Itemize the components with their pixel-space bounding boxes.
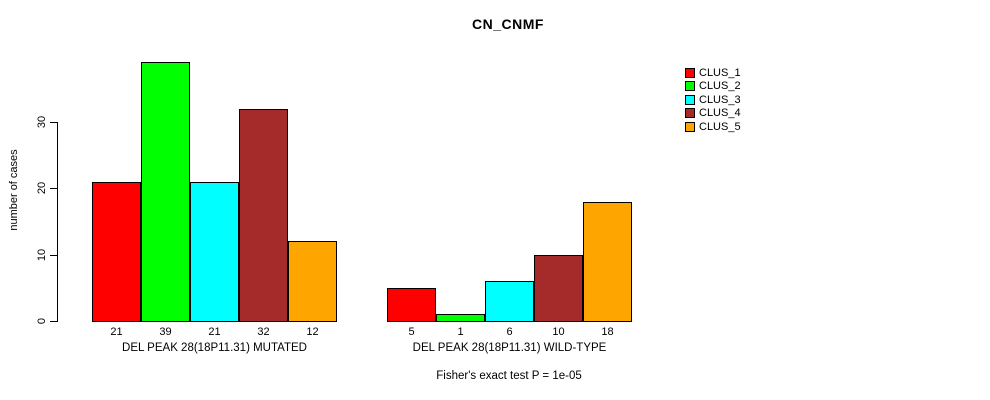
bar-clus_5-group2 — [583, 202, 632, 322]
bar-value-label: 5 — [408, 326, 415, 338]
group-label: DEL PEAK 28(18P11.31) MUTATED — [122, 342, 307, 354]
legend-label-clus_3: CLUS_3 — [699, 93, 741, 106]
bar-clus_1-group1 — [92, 182, 141, 322]
legend-label-clus_5: CLUS_5 — [699, 120, 741, 133]
bar-clus_1-group2 — [387, 288, 436, 322]
legend-label-clus_2: CLUS_2 — [699, 80, 741, 93]
legend-swatch-clus_3 — [685, 94, 695, 105]
bar-value-label: 21 — [110, 326, 123, 338]
bar-clus_4-group1 — [239, 109, 288, 322]
legend-swatch-clus_2 — [685, 81, 695, 92]
bar-value-label: 10 — [552, 326, 565, 338]
legend-label-clus_4: CLUS_4 — [699, 107, 741, 120]
y-tick — [50, 122, 57, 123]
y-tick — [50, 321, 57, 322]
group-label: DEL PEAK 28(18P11.31) WILD-TYPE — [412, 342, 607, 354]
y-tick — [50, 254, 57, 256]
y-tick-label: 30 — [36, 115, 48, 129]
footnote-fisher-test: Fisher's exact test P = 1e-05 — [436, 370, 582, 382]
bar-clus_2-group2 — [436, 314, 485, 322]
bar-value-label: 21 — [208, 326, 221, 338]
bar-clus_2-group1 — [141, 62, 190, 322]
chart-title: CN_CNMF — [472, 16, 544, 32]
bar-value-label: 12 — [306, 326, 319, 338]
y-tick — [50, 188, 57, 190]
bar-clus_3-group1 — [190, 182, 239, 322]
y-axis-line — [57, 122, 58, 322]
y-tick-label: 10 — [36, 248, 48, 261]
bar-value-label: 32 — [257, 326, 270, 338]
legend-label-clus_1: CLUS_1 — [699, 67, 741, 79]
bar-value-label: 6 — [506, 326, 513, 338]
legend-swatch-clus_5 — [685, 121, 695, 132]
y-tick-label: 0 — [36, 317, 48, 325]
legend-swatch-clus_1 — [685, 68, 695, 78]
bar-value-label: 18 — [601, 326, 614, 338]
y-tick-label: 20 — [36, 182, 48, 195]
bar-clus_4-group2 — [534, 255, 583, 322]
bar-clus_5-group1 — [288, 241, 337, 322]
bar-value-label: 39 — [159, 326, 172, 338]
bar-clus_3-group2 — [485, 281, 534, 322]
legend-swatch-clus_4 — [685, 108, 695, 119]
y-axis-title: number of cases — [8, 149, 20, 231]
bar-value-label: 1 — [457, 326, 464, 338]
